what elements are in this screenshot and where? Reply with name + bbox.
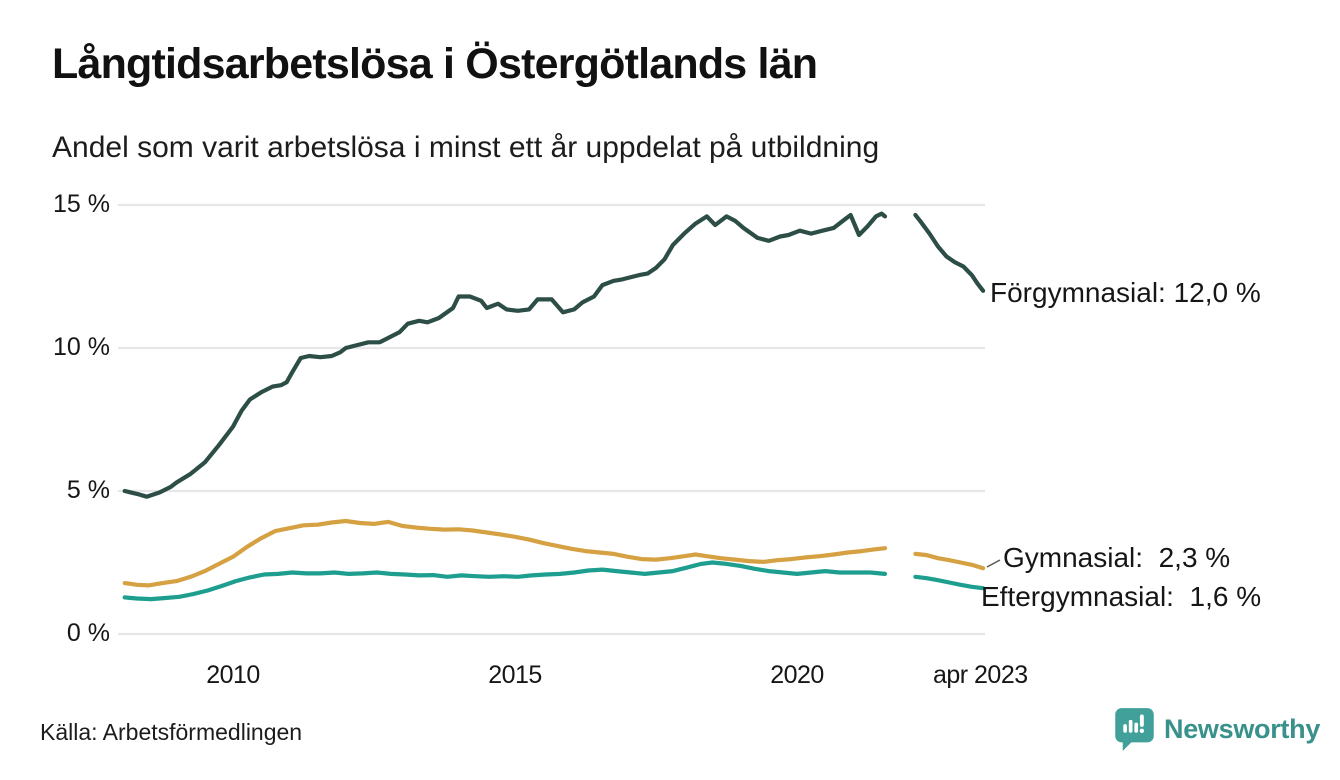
- series-line-frgymnasial-after-gap: [913, 212, 986, 293]
- x-axis-label-2010: 2010: [206, 661, 260, 689]
- page-title: Långtidsarbetslösa i Östergötlands län: [52, 40, 818, 88]
- series-line-eftergymnasial: [122, 560, 888, 602]
- series-end-label-gymnasial: Gymnasial: 2,3 %: [1003, 542, 1231, 573]
- newsworthy-logo: Newsworthy: [1113, 706, 1320, 752]
- gymnasial-leader-line: [986, 559, 1001, 568]
- x-axis-label-2020: 2020: [770, 661, 824, 689]
- y-axis-label-0pct: 0 %: [66, 619, 110, 647]
- source-credit: Källa: Arbetsförmedlingen: [40, 719, 303, 745]
- newsworthy-speech-bubble-bar-chart-icon: [1113, 706, 1156, 752]
- y-axis-label-10pct: 10 %: [53, 333, 110, 361]
- series-line-gymnasial-after-gap: [913, 551, 986, 571]
- x-axis-label-2015: 2015: [488, 661, 542, 689]
- series-line-gymnasial: [122, 518, 888, 588]
- series-end-label-forgymnasial: Förgymnasial: 12,0 %: [990, 277, 1261, 308]
- page-subtitle: Andel som varit arbetslösa i minst ett å…: [52, 131, 880, 164]
- series-end-label-eftergymnasial: Eftergymnasial: 1,6 %: [981, 581, 1262, 612]
- series-line-frgymnasial: [122, 211, 888, 499]
- x-axis-label-apr-2023: apr 2023: [932, 661, 1028, 689]
- newsworthy-logo-text: Newsworthy: [1164, 713, 1321, 744]
- series-line-eftergymnasial-after-gap: [913, 574, 986, 591]
- y-axis-label-5pct: 5 %: [66, 476, 110, 504]
- y-axis-label-15pct: 15 %: [53, 190, 110, 218]
